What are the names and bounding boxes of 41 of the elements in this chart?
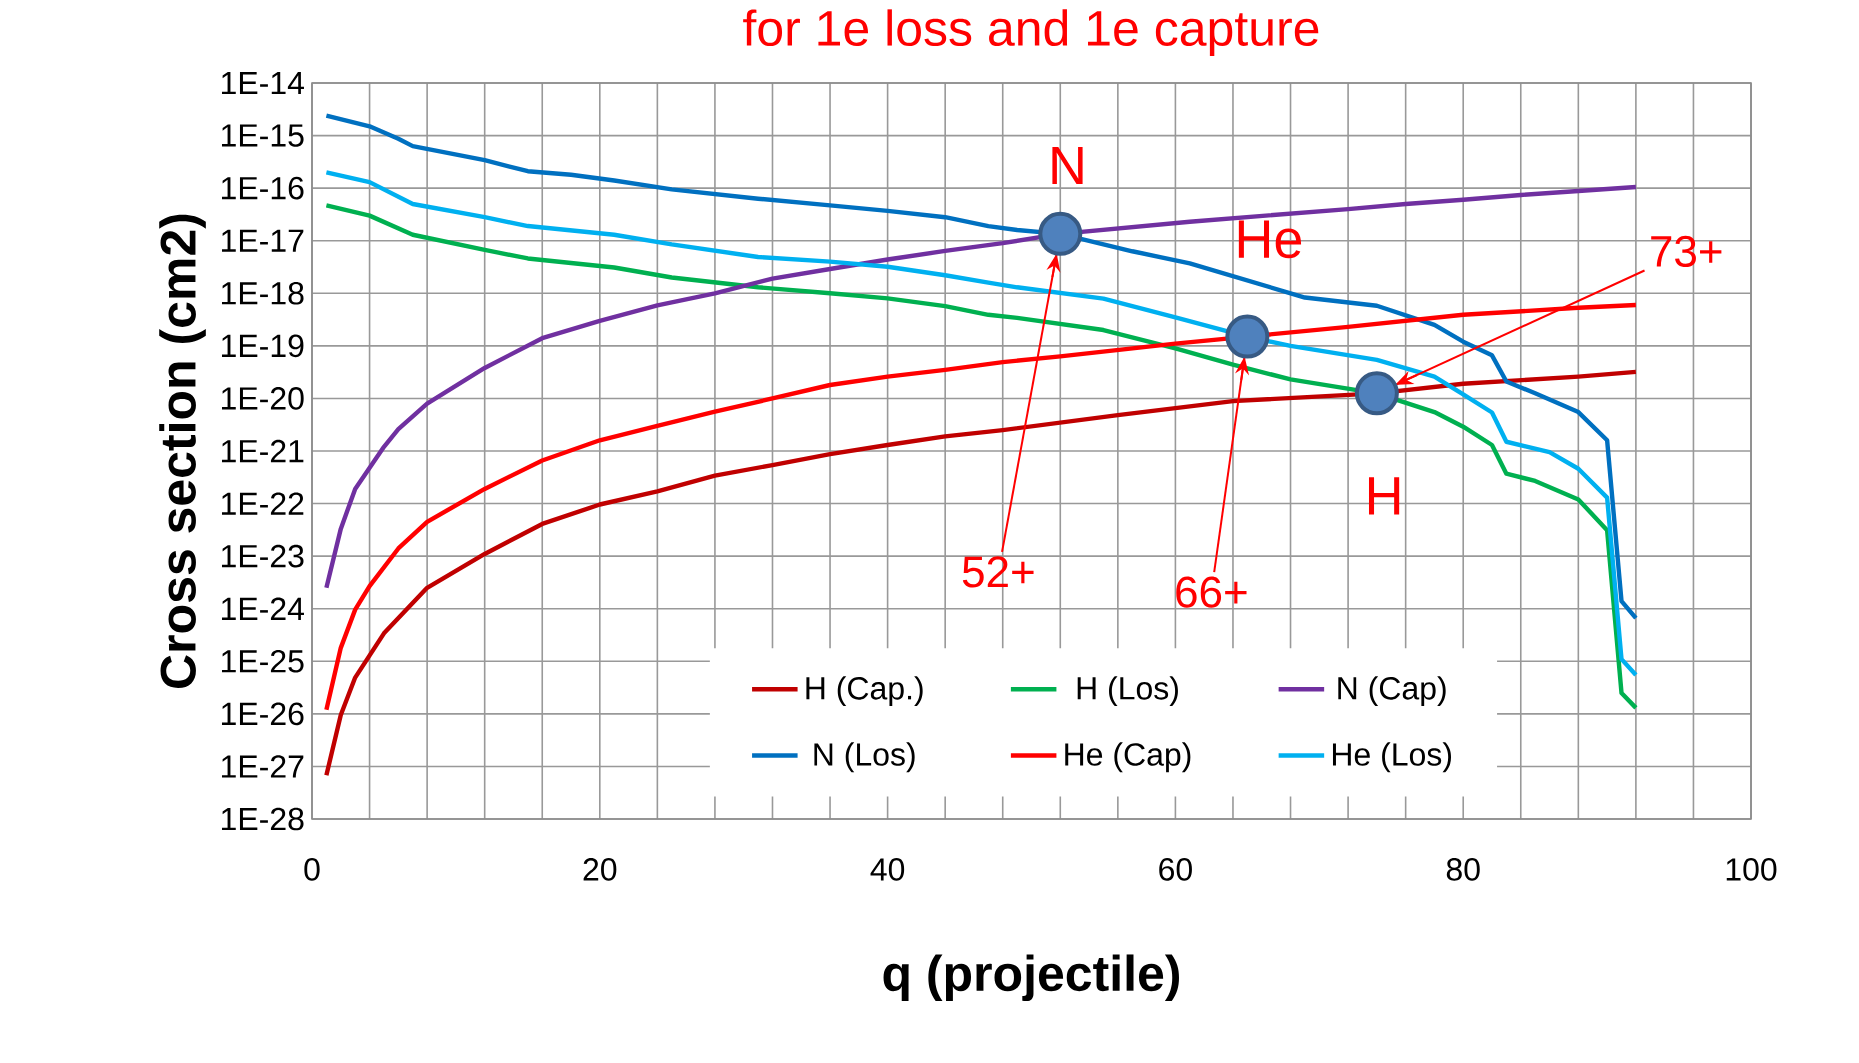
annotation: He [1238,220,1302,259]
y-tick-label: 1E-14 [221,71,304,95]
legend-label: H (Los) [1077,676,1178,706]
y-tick-label: 1E-20 [221,387,304,410]
y-tick-label: 1E-18 [221,281,304,305]
y-tick-label: 1E-23 [221,544,304,568]
y-tick-label: 1E-28 [221,807,304,831]
y-tick-label: 1E-15 [221,124,304,147]
line-series [324,113,1639,621]
point [1038,211,1083,256]
y-tick-label: 1E-19 [221,334,304,358]
point [1354,371,1399,416]
x-tick-label: 40 [870,858,905,881]
y-tick-label: 1E-22 [221,492,304,515]
annotation: N [1052,146,1083,185]
x-tick-label: 60 [1159,858,1192,881]
line-series [324,369,1639,778]
annotation: 73+ [1651,235,1722,267]
chart-title: for 1e loss and 1e capture [743,9,1319,56]
x-tick-label: 0 [304,858,320,881]
legend-label: He (Los) [1332,742,1452,773]
annotation: H [1368,477,1400,515]
legend-label: N (Cap) [1338,676,1446,706]
annotation: 52+ [962,556,1034,588]
x-tick-label: 100 [1726,858,1777,881]
legend-label: N (Los) [814,742,915,773]
y-tick-label: 1E-25 [221,649,304,673]
annotation: 66+ [1176,576,1247,608]
x-axis-title: q (projectile) [883,954,1179,1002]
y-tick-label: 1E-26 [221,702,304,726]
y-tick-label: 1E-21 [221,439,304,463]
y-tick-label: 1E-17 [221,229,304,252]
x-tick-label: 20 [583,858,617,881]
y-tick-label: 1E-24 [221,597,304,620]
legend-label: He (Cap) [1065,742,1191,773]
point [1225,314,1270,359]
x-tick-label: 80 [1446,858,1480,881]
y-axis-title: Cross section (cm2) [159,214,206,688]
y-tick-label: 1E-16 [221,176,304,200]
y-tick-label: 1E-27 [221,755,304,778]
legend-label: H (Cap.) [806,676,923,706]
